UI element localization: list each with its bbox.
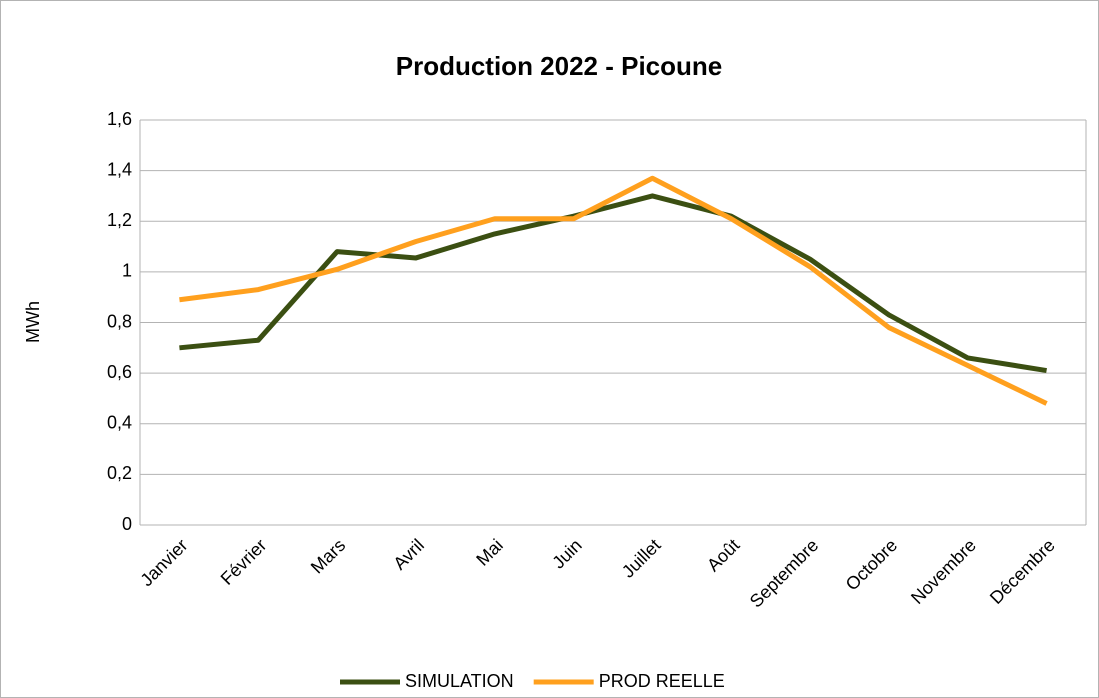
y-tick-label: 0,6: [107, 362, 132, 382]
legend-label: PROD REELLE: [599, 671, 725, 691]
y-tick-label: 0,8: [107, 311, 132, 331]
y-tick-label: 0,4: [107, 413, 132, 433]
series-line: [179, 175, 1048, 406]
y-tick-label: 0,2: [107, 463, 132, 483]
y-tick-label: 1: [122, 261, 132, 281]
legend-label: SIMULATION: [405, 671, 514, 691]
y-tick-label: 0: [122, 514, 132, 534]
y-axis-label: MWh: [23, 301, 43, 343]
y-tick-label: 1,6: [107, 109, 132, 129]
y-tick-label: 1,4: [107, 159, 132, 179]
y-tick-label: 1,2: [107, 210, 132, 230]
series-line: [179, 193, 1047, 374]
chart-title: Production 2022 - Picoune: [396, 51, 723, 81]
